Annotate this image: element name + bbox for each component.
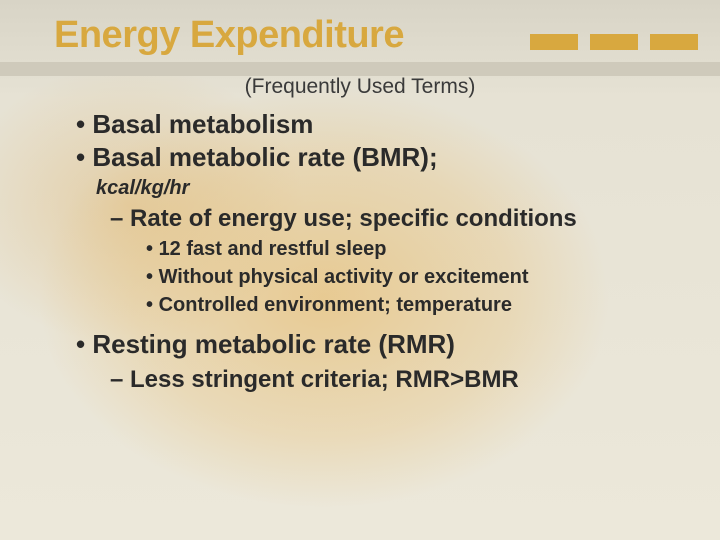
header-underline-band	[0, 62, 720, 76]
header-accent-dashes	[530, 34, 698, 50]
bmr-unit: kcal/kg/hr	[96, 177, 680, 200]
slide-body: Basal metabolism Basal metabolic rate (B…	[76, 108, 680, 395]
slide-title: Energy Expenditure	[54, 14, 404, 57]
bullet-basal-metabolism: Basal metabolism	[76, 108, 680, 141]
bullet-rmr: Resting metabolic rate (RMR)	[76, 328, 680, 361]
bmr-condition-environment: Controlled environment; temperature	[146, 292, 680, 318]
slide-subtitle: (Frequently Used Terms)	[0, 75, 720, 99]
bullet-bmr: Basal metabolic rate (BMR);	[76, 141, 680, 174]
bmr-condition-fast: 12 fast and restful sleep	[146, 236, 680, 262]
bmr-condition-activity: Without physical activity or excitement	[146, 264, 680, 290]
bmr-definition: Rate of energy use; specific conditions	[110, 204, 680, 234]
rmr-note: Less stringent criteria; RMR>BMR	[110, 365, 680, 395]
